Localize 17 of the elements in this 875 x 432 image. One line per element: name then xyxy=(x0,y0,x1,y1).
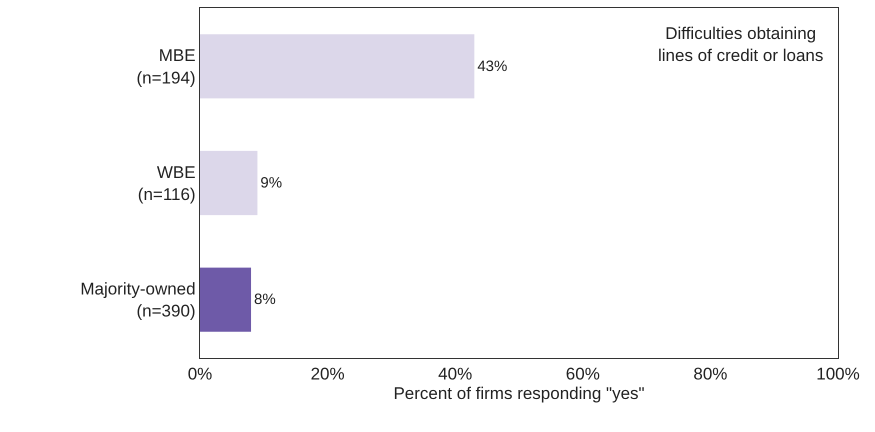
x-tick-label: 40% xyxy=(438,364,472,384)
bar xyxy=(200,268,252,332)
x-axis-title: Percent of firms responding "yes" xyxy=(393,384,645,403)
bar xyxy=(200,150,258,216)
bar xyxy=(200,34,474,98)
data-label: 8% xyxy=(254,291,276,308)
x-tick-label: 100% xyxy=(816,364,860,384)
x-tick-label: 80% xyxy=(693,364,728,384)
y-tick-label: Majority-owned (n=390) xyxy=(80,280,196,321)
annotation: Difficulties obtaining lines of credit or loans xyxy=(658,24,824,66)
y-tick-label: WBE (n=116) xyxy=(138,162,196,204)
x-tick-label: 20% xyxy=(310,364,345,384)
x-tick-label: 0% xyxy=(188,364,212,384)
data-label: 43% xyxy=(477,58,508,75)
x-tick-label: 60% xyxy=(566,364,600,384)
data-label: 9% xyxy=(260,174,282,192)
y-tick-label: MBE (n=194) xyxy=(136,46,196,88)
